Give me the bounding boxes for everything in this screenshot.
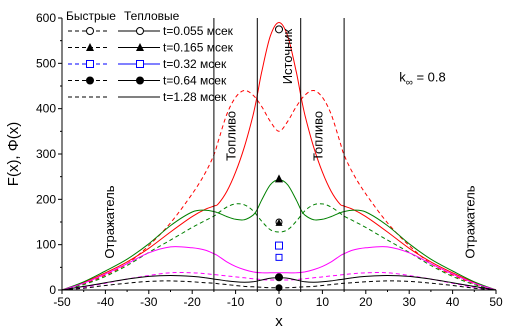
legend: Быстрые Тепловые t=0.055 мсек t=0.165 мсе… bbox=[66, 9, 234, 104]
legend-thermal-marker-2 bbox=[136, 60, 144, 68]
x-tick-label-3: -20 bbox=[184, 295, 202, 309]
source-marker-fast-0 bbox=[275, 25, 283, 34]
legend-fast-marker-3 bbox=[86, 76, 94, 85]
legend-label-3: t=0.64 мсек bbox=[163, 74, 227, 88]
curve-3-dashed bbox=[61, 203, 497, 291]
y-axis-title: F(x), Φ(x) bbox=[5, 122, 22, 186]
region-label-1: Топливо bbox=[224, 111, 239, 161]
x-tick-label-7: 20 bbox=[359, 295, 373, 309]
source-marker-fast-3 bbox=[275, 273, 283, 282]
x-tick-label-0: -50 bbox=[53, 295, 71, 309]
curve-4-solid bbox=[61, 246, 497, 291]
curves-layer bbox=[61, 21, 497, 291]
legend-fast-marker-2 bbox=[86, 60, 94, 68]
x-tick-label-8: 30 bbox=[403, 295, 417, 309]
region-boundaries bbox=[213, 18, 345, 290]
source-markers bbox=[275, 25, 283, 292]
region-labels-layer: Отражатель Топливо Источник Топливо Отражате… bbox=[102, 28, 477, 258]
legend-thermal-marker-3 bbox=[136, 76, 144, 85]
source-marker-fast-2 bbox=[275, 241, 283, 250]
source-marker-fast-1 bbox=[275, 174, 283, 183]
legend-label-4: t=1.28 мсек bbox=[163, 90, 227, 104]
x-tick-label-9: 40 bbox=[446, 295, 460, 309]
legend-thermal-marker-1 bbox=[136, 43, 144, 51]
k-annotation-prefix: k bbox=[399, 69, 406, 84]
legend-header-thermal: Тепловые bbox=[124, 9, 180, 23]
y-tick-label-0: 0 bbox=[49, 283, 56, 297]
curve-0-solid bbox=[61, 21, 497, 291]
y-tick-label-6: 600 bbox=[36, 11, 56, 25]
k-annotation-value: = 0.8 bbox=[413, 69, 446, 84]
curve-1-dashed bbox=[61, 89, 497, 291]
legend-thermal-marker-0 bbox=[136, 27, 144, 35]
x-tick-label-5: 0 bbox=[276, 295, 283, 309]
legend-fast-marker-1 bbox=[86, 43, 94, 51]
x-tick-label-6: 10 bbox=[316, 295, 330, 309]
y-tick-label-3: 300 bbox=[36, 147, 56, 161]
k-annotation-subscript: ∞ bbox=[406, 77, 413, 88]
x-tick-label-4: -10 bbox=[227, 295, 245, 309]
region-label-4: Отражатель bbox=[462, 185, 477, 258]
x-axis-title: x bbox=[275, 313, 283, 330]
region-label-3: Топливо bbox=[310, 111, 325, 161]
source-marker-thermal-1 bbox=[275, 218, 283, 226]
legend-fast-marker-0 bbox=[86, 27, 94, 35]
region-label-2: Источник bbox=[280, 28, 295, 84]
legend-header-fast: Быстрые bbox=[66, 9, 116, 23]
y-tick-label-1: 100 bbox=[36, 238, 56, 252]
x-tick-label-1: -40 bbox=[97, 295, 115, 309]
legend-label-0: t=0.055 мсек bbox=[163, 24, 234, 38]
y-tick-label-4: 400 bbox=[36, 102, 56, 116]
legend-label-2: t=0.32 мсек bbox=[163, 57, 227, 71]
axes-layer: -50 -40 -30 -20 -10 0 10 20 30 40 5001002003004005… bbox=[36, 11, 503, 309]
region-label-0: Отражатель bbox=[102, 185, 117, 258]
k-infinity-annotation: k∞ = 0.8 bbox=[399, 69, 446, 88]
legend-label-1: t=0.165 мсек bbox=[163, 41, 234, 55]
y-tick-label-5: 500 bbox=[36, 56, 56, 70]
y-tick-label-2: 200 bbox=[36, 192, 56, 206]
source-marker-thermal-2 bbox=[275, 253, 283, 261]
x-tick-label-2: -30 bbox=[140, 295, 158, 309]
x-tick-label-10: 50 bbox=[489, 295, 503, 309]
